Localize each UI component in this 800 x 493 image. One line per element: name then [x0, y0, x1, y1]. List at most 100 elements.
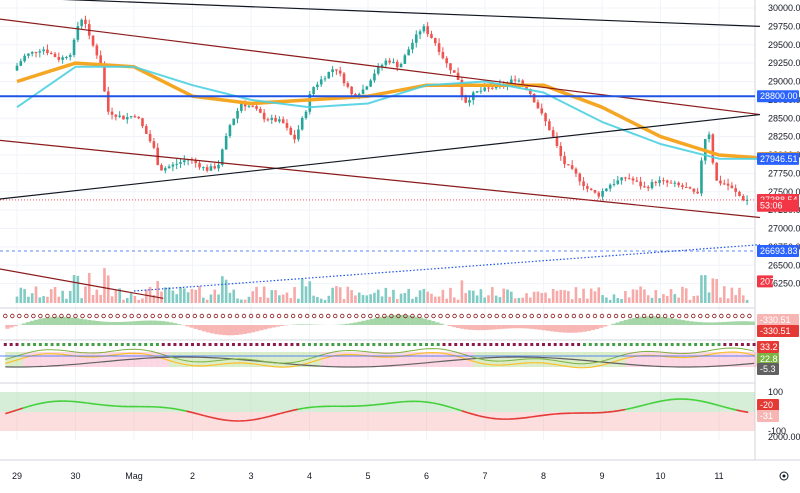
state-dot [753, 343, 756, 346]
state-dot [51, 343, 54, 346]
candle-body [396, 62, 399, 67]
oscillator-bar [91, 321, 95, 325]
candle-body [464, 97, 467, 103]
volume-bar [175, 294, 178, 303]
histogram-band [29, 352, 35, 367]
oscillator-bar [202, 325, 206, 331]
state-dot [448, 343, 451, 346]
oscillator-line [690, 399, 696, 400]
candle-body [719, 181, 722, 184]
state-dot [267, 343, 270, 346]
oscillator-bar [538, 325, 542, 330]
candle-body [544, 113, 547, 121]
state-dot [56, 343, 59, 346]
state-dot [209, 343, 212, 346]
state-dot [326, 343, 329, 346]
state-dot [571, 343, 574, 346]
candle-body [168, 167, 171, 169]
volume-bar [324, 300, 327, 303]
volume-bar [605, 297, 608, 303]
volume-bar [373, 293, 376, 303]
candle-body [655, 182, 658, 183]
candle-body [141, 118, 144, 126]
volume-bar [670, 289, 673, 303]
volume-bar [286, 293, 289, 303]
oscillator-bar [63, 317, 67, 325]
candle-body [46, 50, 49, 53]
y-tick-label: 28250.00 [768, 132, 800, 142]
volume-bar [282, 295, 285, 303]
volume-bar [658, 298, 661, 303]
candle-body [23, 56, 26, 61]
candle-body [289, 128, 292, 135]
candle-body [377, 67, 380, 74]
histogram-band [87, 352, 93, 367]
volume-bar [92, 295, 95, 303]
volume-bar [632, 289, 635, 303]
volume-bar [305, 286, 308, 303]
volume-bar [297, 299, 300, 303]
candle-body [274, 118, 277, 122]
state-dot [636, 343, 639, 346]
volume-bar [115, 290, 118, 303]
candle-body [559, 146, 562, 156]
oscillator-bar [132, 321, 136, 325]
oscillator-bar [198, 325, 202, 330]
oscillator-bar [603, 325, 607, 327]
volume-bar [400, 294, 403, 303]
volume-bar [537, 292, 540, 303]
histogram-band [280, 352, 286, 367]
oscillator-bar [75, 318, 79, 325]
histogram-band [269, 352, 275, 367]
x-tick-label: 30 [70, 471, 80, 481]
oscillator-bar [476, 325, 480, 330]
oscillator-bar [239, 325, 243, 335]
volume-bar [594, 291, 597, 303]
state-dot [431, 343, 434, 346]
oscillator-bar [341, 324, 345, 325]
oscillator-bar [448, 325, 452, 326]
state-dot [39, 343, 42, 346]
state-dot [519, 343, 522, 346]
candle-body [563, 156, 566, 164]
volume-bar [221, 276, 224, 303]
candle-body [628, 178, 631, 179]
volume-bar [430, 294, 433, 303]
volume-bar [666, 296, 669, 303]
candle-body [586, 186, 589, 189]
oscillator-bar [308, 324, 312, 325]
volume-bar [73, 275, 76, 303]
indicator1-tag: -330.51 [760, 326, 791, 336]
candle-body [476, 91, 479, 92]
candle-body [39, 51, 42, 52]
volume-bar [426, 292, 429, 303]
volume-bar [563, 290, 566, 303]
volume-bar [339, 287, 342, 303]
oscillator-bar [505, 325, 509, 329]
volume-bar [700, 275, 703, 303]
volume-bar [122, 300, 125, 303]
oscillator-bar [95, 321, 99, 325]
candle-body [179, 162, 182, 164]
oscillator-bar [87, 320, 91, 325]
volume-bar [445, 299, 448, 303]
oscillator-bar [161, 321, 165, 325]
oscillator-bar [583, 325, 587, 332]
candle-body [658, 180, 661, 183]
state-dot [396, 343, 399, 346]
candle-body [426, 26, 429, 34]
oscillator-bar [218, 325, 222, 335]
candle-body [662, 180, 665, 181]
candle-body [693, 189, 696, 192]
volume-bar [69, 291, 72, 303]
candle-body [666, 181, 669, 183]
volume-bar [624, 291, 627, 303]
histogram-band [584, 352, 590, 367]
volume-bar [674, 294, 677, 303]
volume-bar [677, 298, 680, 303]
oscillator-bar [13, 325, 17, 326]
state-dot [378, 343, 381, 346]
oscillator-bar [693, 322, 697, 325]
oscillator-line [99, 405, 105, 406]
